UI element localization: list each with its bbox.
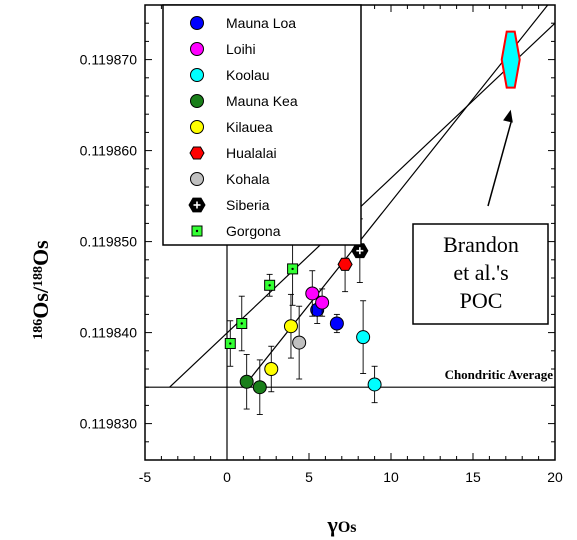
annotation-box: Brandon et al.'s POC	[412, 223, 549, 325]
legend-marker-kilauea	[190, 120, 204, 134]
y-axis-label-base2: Os	[28, 240, 53, 266]
poc-marker	[500, 30, 521, 89]
annotation-arrow-head	[503, 109, 513, 123]
mauna-kea-point	[252, 380, 267, 395]
legend-label-gorgona: Gorgona	[226, 223, 281, 239]
hualalai-point	[337, 257, 353, 271]
annotation-arrow-line	[487, 119, 513, 207]
legend-marker-koolau	[190, 68, 204, 82]
y-tick-label: 0.119870	[80, 52, 138, 68]
annotation-line-2: et al.'s	[453, 260, 508, 285]
kilauea-point	[264, 362, 279, 376]
gorgona-point-dot	[229, 342, 232, 345]
legend-marker-hualalai	[189, 146, 205, 160]
legend-label-koolau: Koolau	[226, 67, 270, 83]
x-tick-label: 15	[465, 469, 481, 485]
legend-label-mauna-kea: Mauna Kea	[226, 93, 298, 109]
x-tick-label: 10	[383, 469, 399, 485]
y-axis-label-sup1: 186	[31, 319, 46, 340]
annotation-line-1: Brandon	[443, 232, 519, 257]
kilauea-point	[283, 319, 298, 334]
y-axis-label-base1: Os/	[28, 286, 53, 319]
annotation-line-3: POC	[460, 288, 503, 313]
legend-label-loihi: Loihi	[226, 41, 256, 57]
x-tick-label: 20	[547, 469, 563, 485]
gorgona-point-dot	[268, 284, 271, 287]
legend: Mauna Loa Loihi Koolau Mauna Kea Kilauea Hual…	[162, 4, 362, 246]
legend-label-siberia: Siberia	[226, 197, 270, 213]
legend-marker-mauna-loa	[190, 16, 204, 30]
koolau-point	[356, 330, 371, 345]
y-tick-label: 0.119840	[80, 325, 138, 341]
x-tick-label: -5	[139, 469, 152, 485]
mauna-loa-point	[329, 316, 344, 331]
legend-marker-loihi	[190, 42, 204, 56]
trend-line	[169, 22, 555, 388]
x-tick-label: 5	[305, 469, 313, 485]
kohala-point	[292, 335, 307, 350]
y-tick-label: 0.119850	[80, 234, 138, 250]
y-axis-label-sup2: 188	[31, 266, 46, 287]
legend-marker-mauna-kea	[190, 94, 204, 108]
annotation-frame	[412, 223, 549, 325]
x-axis-label-sub: Os	[338, 519, 357, 536]
legend-label-hualalai: Hualalai	[226, 145, 277, 161]
loihi-point	[305, 286, 320, 301]
koolau-point	[367, 377, 382, 392]
gorgona-point-dot	[240, 322, 243, 325]
y-tick-label: 0.119830	[80, 416, 138, 432]
legend-label-mauna-loa: Mauna Loa	[226, 15, 296, 31]
loihi-point	[315, 295, 330, 310]
plot-layer: -5 0 5 10 15 20 0.119830 0.119840 0.119850 0.1198…	[80, 4, 563, 485]
legend-label-kilauea: Kilauea	[226, 119, 273, 135]
x-axis-label-main: γ	[327, 512, 338, 537]
y-tick-label: 0.119860	[80, 143, 138, 159]
chondritic-average-label: Chondritic Average	[445, 367, 554, 382]
gorgona-point-dot	[291, 267, 294, 271]
legend-marker-kohala	[190, 172, 204, 186]
y-axis-label: 186Os/188Os	[28, 240, 53, 340]
x-tick-label: 0	[223, 469, 231, 485]
x-axis-label: γOs	[327, 512, 357, 537]
legend-marker-gorgona-dot	[195, 229, 199, 233]
legend-label-kohala: Kohala	[226, 171, 270, 187]
mauna-kea-point	[239, 374, 254, 389]
